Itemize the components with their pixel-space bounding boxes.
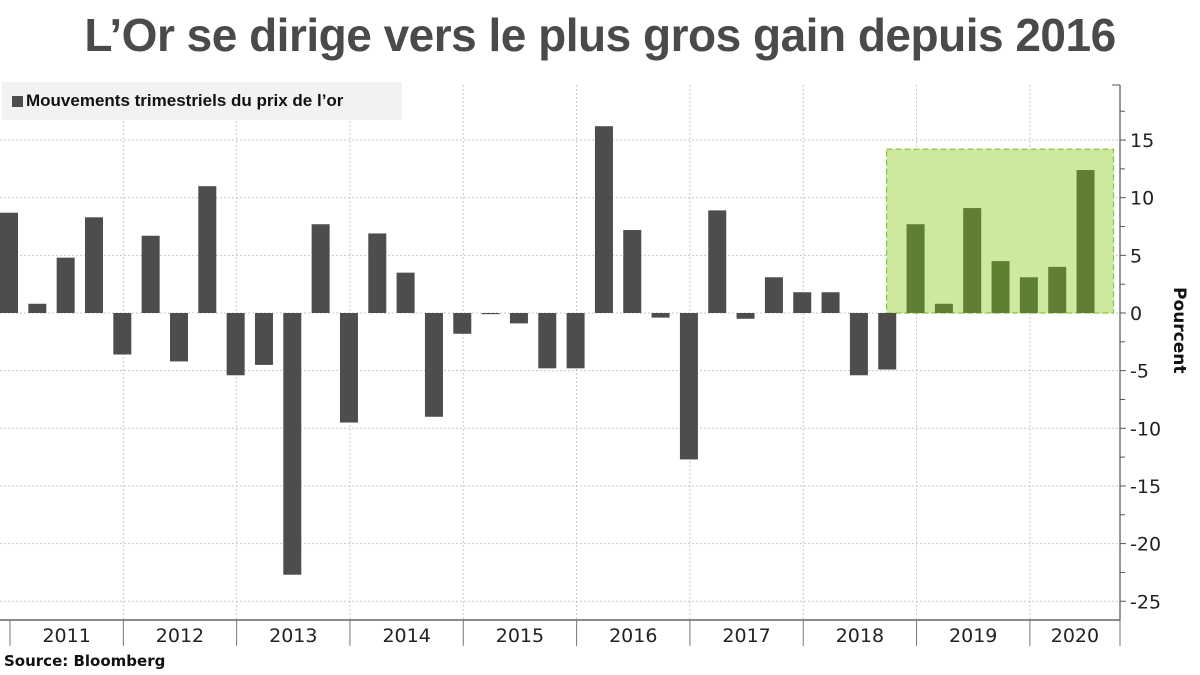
bar-2020-q1 — [1019, 277, 1038, 313]
bar-2011-q4 — [84, 217, 103, 313]
bar-2018-q2 — [821, 292, 840, 313]
bar-2013-q3 — [283, 313, 302, 575]
y-tick-label: 0 — [1130, 303, 1142, 325]
bar-2012-q4 — [198, 186, 217, 313]
y-tick-label: -10 — [1130, 418, 1161, 440]
x-tick-label-2020: 2020 — [1051, 625, 1099, 647]
bar-2016-q2 — [594, 126, 613, 314]
source-note: Source: Bloomberg — [4, 652, 166, 670]
bar-2011-q2 — [28, 303, 47, 313]
bar-2015-q4 — [538, 313, 557, 369]
bar-2015-q2 — [481, 313, 500, 315]
bar-2015-q1 — [453, 313, 472, 334]
x-tick-label-2015: 2015 — [496, 625, 544, 647]
bar-2013-q4 — [311, 224, 330, 313]
bar-2018-q4 — [878, 313, 897, 370]
bar-2011-q1 — [0, 212, 18, 313]
bar-2019-q4 — [991, 261, 1010, 313]
bar-2013-q2 — [254, 313, 273, 365]
x-tick-label-2014: 2014 — [382, 625, 430, 647]
bar-2015-q3 — [509, 313, 528, 324]
bar-2016-q3 — [623, 229, 642, 313]
bar-2014-q2 — [368, 233, 387, 313]
bar-2012-q3 — [169, 313, 188, 362]
bar-2017-q3 — [736, 313, 755, 319]
y-tick-label: -5 — [1130, 361, 1149, 383]
x-tick-label-2016: 2016 — [609, 625, 657, 647]
x-tick-label-2013: 2013 — [269, 625, 317, 647]
bar-2012-q2 — [141, 235, 160, 313]
y-tick-label: 15 — [1130, 130, 1154, 152]
bar-2018-q3 — [849, 313, 868, 376]
chart-title: L’Or se dirige vers le plus gros gain de… — [84, 9, 1116, 61]
x-tick-label-2012: 2012 — [156, 625, 204, 647]
bar-2019-q3 — [963, 208, 982, 313]
bar-2019-q2 — [934, 303, 953, 313]
bar-2019-q1 — [906, 224, 925, 313]
bar-2016-q1 — [566, 313, 585, 369]
y-tick-label: 5 — [1130, 245, 1142, 267]
bar-2020-q3 — [1076, 170, 1095, 313]
bar-2016-q4 — [651, 313, 670, 318]
legend-swatch — [12, 95, 23, 107]
legend-label: Mouvements trimestriels du prix de l’or — [26, 91, 344, 110]
bar-2014-q1 — [339, 313, 358, 423]
y-tick-label: 10 — [1130, 188, 1154, 210]
x-tick-label-2019: 2019 — [949, 625, 997, 647]
y-tick-label: -20 — [1130, 534, 1161, 556]
legend: Mouvements trimestriels du prix de l’or — [2, 82, 402, 120]
bar-2011-q3 — [56, 257, 75, 313]
bar-2017-q4 — [764, 277, 783, 313]
bar-2020-q2 — [1048, 266, 1067, 313]
y-tick-label: -25 — [1130, 591, 1161, 613]
y-tick-label: -15 — [1130, 476, 1161, 498]
bar-2014-q3 — [396, 272, 415, 313]
bar-2014-q4 — [424, 313, 443, 417]
x-tick-label-2011: 2011 — [42, 625, 90, 647]
x-tick-label-2018: 2018 — [836, 625, 884, 647]
x-tick-label-2017: 2017 — [722, 625, 770, 647]
bar-2012-q1 — [113, 313, 132, 355]
bar-2013-q1 — [226, 313, 245, 376]
bar-2018-q1 — [793, 292, 812, 313]
bar-2017-q2 — [708, 210, 727, 313]
bar-2017-q1 — [679, 313, 698, 460]
y-axis-title: Pourcent — [1169, 287, 1189, 373]
